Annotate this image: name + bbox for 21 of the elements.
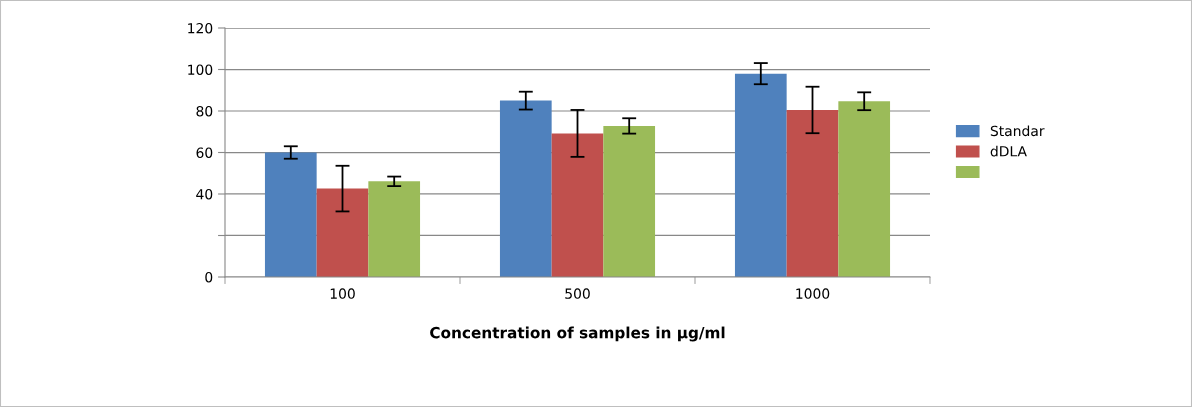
y-tick-label: 100	[188, 64, 213, 75]
x-axis-title: Concentration of samples in µg/ml	[430, 326, 725, 342]
bar	[734, 73, 787, 277]
y-tick-label: 60	[196, 147, 213, 158]
y-tick-label: 0	[205, 271, 213, 283]
bar	[838, 101, 891, 277]
y-tick-label: 80	[196, 105, 213, 117]
y-tick-label: 40	[196, 188, 213, 200]
y-tick-label: 120	[188, 22, 213, 34]
bar	[368, 181, 421, 277]
bar	[264, 152, 317, 277]
bar	[499, 100, 552, 277]
bar	[786, 109, 839, 277]
x-tick-label: 500	[565, 288, 590, 299]
legend-label: Standar	[990, 125, 1045, 137]
bar	[551, 133, 604, 277]
bar	[316, 188, 369, 277]
bar	[603, 125, 656, 277]
x-tick-label: 100	[330, 288, 355, 299]
x-tick-label: 1000	[796, 288, 830, 299]
legend-label: dDLA	[990, 145, 1027, 157]
